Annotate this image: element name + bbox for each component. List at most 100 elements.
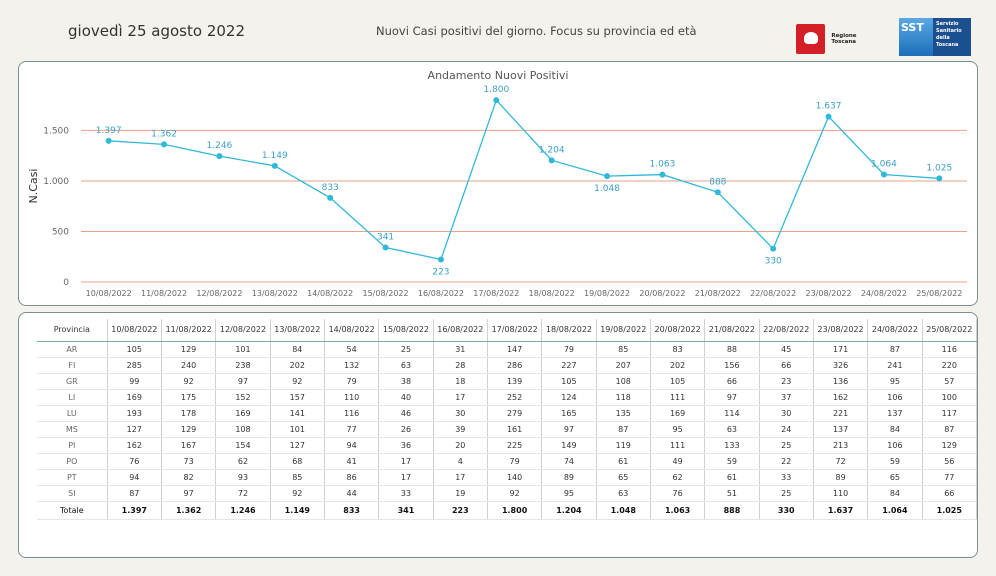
value-cell: 127 — [269, 437, 325, 454]
date-header: 19/08/2022 — [595, 319, 651, 342]
value-cell: 110 — [812, 485, 869, 502]
data-label: 223 — [432, 267, 449, 277]
value-cell: 110 — [323, 389, 380, 406]
value-cell: 1.204 — [541, 500, 597, 520]
value-cell: 57 — [921, 373, 978, 390]
value-cell: 87 — [106, 485, 162, 502]
date-header: 17/08/2022 — [486, 319, 543, 342]
value-cell: 136 — [812, 373, 869, 390]
x-tick-label: 14/08/2022 — [307, 289, 353, 298]
table-row: FI 285 240 238 202 132 63 28 286 227 207 202 156 66 32… — [37, 357, 978, 374]
province-cell: Totale — [37, 500, 108, 520]
data-point — [936, 175, 943, 182]
value-cell: 169 — [649, 405, 706, 422]
value-cell: 833 — [323, 500, 380, 520]
data-label: 1.800 — [483, 85, 509, 95]
value-cell: 147 — [486, 341, 543, 358]
y-tick-label: 1.000 — [43, 177, 69, 187]
value-cell: 171 — [812, 341, 869, 358]
value-cell: 88 — [704, 341, 760, 358]
value-cell: 238 — [215, 357, 271, 374]
value-cell: 1.362 — [160, 500, 217, 520]
x-tick-label: 13/08/2022 — [252, 289, 298, 298]
value-cell: 178 — [160, 405, 217, 422]
value-cell: 23 — [758, 373, 814, 390]
value-cell: 152 — [215, 389, 271, 406]
value-cell: 1.149 — [269, 500, 325, 520]
x-tick-label: 24/08/2022 — [861, 289, 907, 298]
table-row: LU 193 178 169 141 116 46 30 279 165 135 169 114 30 22… — [37, 405, 978, 422]
province-cell: LU — [37, 405, 108, 422]
data-point — [714, 189, 721, 196]
value-cell: 124 — [541, 389, 597, 406]
value-cell: 1.025 — [921, 500, 978, 520]
date-header: 12/08/2022 — [215, 319, 271, 342]
regione-toscana-logo-text: Regione Toscana — [831, 33, 857, 45]
value-cell: 79 — [541, 341, 597, 358]
value-cell: 83 — [649, 341, 706, 358]
value-cell: 85 — [595, 341, 651, 358]
value-cell: 1.800 — [486, 500, 543, 520]
value-cell: 116 — [323, 405, 380, 422]
value-cell: 94 — [106, 469, 162, 486]
value-cell: 95 — [867, 373, 923, 390]
value-cell: 66 — [921, 485, 978, 502]
value-cell: 105 — [106, 341, 162, 358]
data-point — [437, 256, 444, 263]
value-cell: 89 — [541, 469, 597, 486]
value-cell: 87 — [921, 421, 978, 438]
value-cell: 162 — [812, 389, 869, 406]
sst-logo-text: Servizio Sanitario della Toscana — [933, 18, 971, 56]
value-cell: 79 — [486, 453, 543, 470]
value-cell: 79 — [323, 373, 380, 390]
chart-title: Andamento Nuovi Positivi — [428, 69, 569, 82]
date-header: 18/08/2022 — [541, 319, 597, 342]
value-cell: 46 — [378, 405, 434, 422]
value-cell: 25 — [758, 437, 814, 454]
x-tick-label: 16/08/2022 — [418, 289, 464, 298]
date-header: 16/08/2022 — [432, 319, 488, 342]
value-cell: 156 — [704, 357, 760, 374]
value-cell: 286 — [486, 357, 543, 374]
value-cell: 106 — [867, 389, 923, 406]
x-tick-label: 23/08/2022 — [806, 289, 852, 298]
value-cell: 141 — [269, 405, 325, 422]
data-point — [548, 157, 555, 164]
value-cell: 37 — [758, 389, 814, 406]
data-point — [825, 113, 832, 120]
value-cell: 97 — [704, 389, 760, 406]
value-cell: 77 — [323, 421, 380, 438]
line-chart: Andamento Nuovi Positivi 0 500 1.000 1.500 N.… — [27, 69, 967, 298]
value-cell: 97 — [215, 373, 271, 390]
value-cell: 221 — [812, 405, 869, 422]
value-cell: 33 — [758, 469, 814, 486]
value-cell: 30 — [758, 405, 814, 422]
value-cell: 63 — [595, 485, 651, 502]
value-cell: 114 — [704, 405, 760, 422]
value-cell: 167 — [160, 437, 217, 454]
value-cell: 73 — [160, 453, 217, 470]
value-cell: 61 — [704, 469, 760, 486]
value-cell: 89 — [812, 469, 869, 486]
pegasus-icon — [796, 24, 826, 54]
value-cell: 18 — [432, 373, 488, 390]
value-cell: 87 — [595, 421, 651, 438]
data-label: 1.149 — [262, 151, 288, 161]
value-cell: 117 — [921, 405, 978, 422]
data-point — [770, 245, 777, 252]
x-tick-label: 10/08/2022 — [86, 289, 132, 298]
data-point — [493, 97, 500, 104]
value-cell: 227 — [541, 357, 597, 374]
value-cell: 240 — [160, 357, 217, 374]
value-cell: 77 — [921, 469, 978, 486]
value-cell: 62 — [649, 469, 706, 486]
value-cell: 76 — [649, 485, 706, 502]
value-cell: 129 — [921, 437, 978, 454]
y-tick-label: 500 — [52, 227, 69, 237]
value-cell: 54 — [323, 341, 380, 358]
value-cell: 225 — [486, 437, 543, 454]
x-tick-label: 20/08/2022 — [639, 289, 685, 298]
value-cell: 33 — [378, 485, 434, 502]
value-cell: 94 — [323, 437, 380, 454]
value-cell: 1.063 — [649, 500, 706, 520]
